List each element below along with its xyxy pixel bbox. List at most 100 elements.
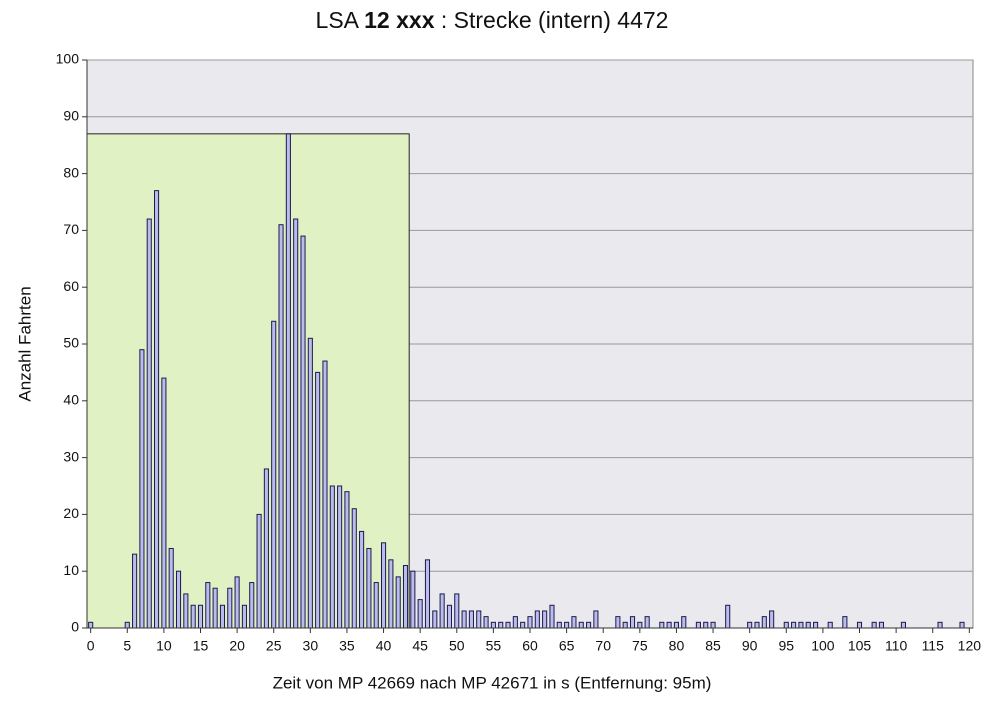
bar [813,621,819,629]
bar [263,468,269,629]
x-tick-label: 120 [958,638,982,654]
bar [454,593,460,629]
bar [615,616,621,629]
x-tick-label: 25 [266,638,282,654]
x-tick-label: 45 [412,638,428,654]
x-tick-label: 55 [486,638,502,654]
y-tick-label: 60 [63,278,79,294]
bar [871,621,877,629]
y-tick-label: 70 [63,221,79,237]
bar [622,621,628,629]
x-tick-label: 10 [156,638,172,654]
bar [212,587,218,629]
bar [424,559,431,629]
bar [725,604,731,629]
bar [783,621,789,629]
x-tick-label: 40 [376,638,392,654]
bar [366,547,372,629]
bar [359,530,365,629]
x-tick-label: 105 [848,638,872,654]
x-tick-label: 20 [229,638,245,654]
bar [549,604,555,629]
bar [681,616,687,629]
y-tick-label: 20 [63,505,79,521]
bar [564,621,570,629]
bar [900,621,906,629]
title-prefix: LSA [316,7,360,33]
bar [219,604,226,629]
bar [285,133,291,629]
y-tick-label: 100 [56,51,80,67]
bar [88,621,94,629]
bar [205,582,211,629]
bar [710,621,716,629]
x-axis-title: Zeit von MP 42669 nach MP 42671 in s (En… [273,673,712,692]
bar [959,621,965,629]
bar [271,320,277,629]
y-tick-label: 90 [63,108,79,124]
bar [461,610,467,629]
bar [439,593,445,629]
x-tick-label: 0 [87,638,95,654]
x-tick-label: 75 [632,638,648,654]
bar [197,604,204,629]
x-tick-label: 85 [705,638,721,654]
bar [432,610,438,629]
bar [703,621,709,629]
y-tick-label: 0 [71,619,79,635]
y-tick-label: 80 [63,164,79,180]
bar [571,616,577,629]
bar [241,604,247,629]
bar [754,621,760,629]
bar [476,610,482,629]
bar [278,224,284,629]
bar [527,616,533,629]
x-tick-label: 35 [339,638,355,654]
bar [578,621,584,629]
bar [637,621,643,629]
x-tick-label: 30 [303,638,319,654]
bar [629,616,636,629]
bar [256,513,262,629]
x-tick-label: 115 [922,638,945,654]
title-suffix: : Strecke (intern) 4472 [441,7,669,33]
x-tick-label: 100 [811,638,835,654]
bar [644,616,650,629]
bar [410,570,416,629]
bar [505,621,511,629]
bar [512,616,518,629]
bar [293,218,299,629]
y-tick-label: 10 [63,562,79,578]
bar [534,610,540,629]
x-tick-label: 65 [559,638,575,654]
bar [175,570,182,629]
bar [351,508,357,629]
bar [337,485,343,629]
bar [542,610,548,629]
x-tick-label: 5 [123,638,131,654]
bar [395,576,401,629]
chart-title: LSA 12 xxx : Strecke (intern) 4472 [316,7,669,33]
bar [769,610,775,629]
bar [190,604,196,629]
bar [300,235,306,629]
x-tick-label: 90 [742,638,758,654]
x-tick-label: 50 [449,638,465,654]
bar [490,621,496,629]
bar [132,553,138,629]
x-tick-label: 15 [193,638,209,654]
bar [315,371,321,629]
bar [344,491,350,629]
x-tick-label: 110 [885,638,908,654]
x-tick-label: 60 [522,638,538,654]
x-tick-label: 70 [595,638,611,654]
bar [798,621,804,629]
bar [483,616,489,629]
bar [659,621,665,629]
bar [124,621,130,629]
bar [842,616,848,629]
bar [183,593,189,629]
bar [556,621,562,629]
